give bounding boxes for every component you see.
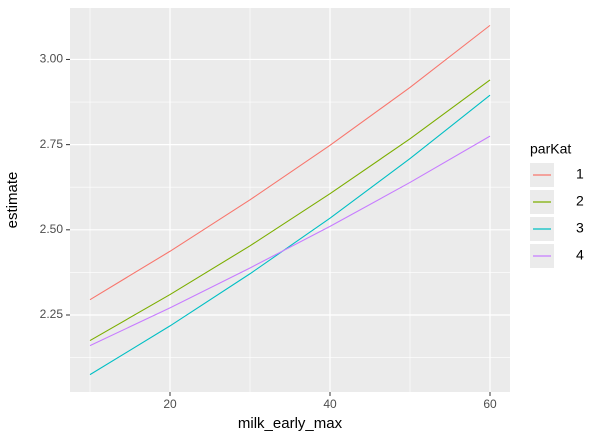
y-tick-label: 2.75 — [40, 137, 64, 151]
line — [89, 135, 491, 347]
y-tick-label: 2.25 — [40, 307, 64, 321]
y-tick-label: 3.00 — [40, 52, 64, 66]
y-tick-label: 2.50 — [40, 222, 64, 236]
y-axis-title: estimate — [4, 172, 21, 229]
x-tick-label: 20 — [163, 397, 177, 411]
x-tick-label: 40 — [323, 397, 337, 411]
legend-label: 1 — [576, 166, 584, 182]
legend-label: 2 — [576, 193, 584, 209]
x-axis-title: milk_early_max — [238, 415, 343, 432]
line — [89, 24, 491, 301]
legend-title: parKat — [530, 141, 571, 157]
x-tick-label: 60 — [483, 397, 497, 411]
line — [89, 94, 491, 376]
legend-label: 4 — [576, 247, 584, 263]
legend-label: 3 — [576, 220, 584, 236]
line — [89, 79, 491, 342]
panel — [70, 8, 510, 392]
